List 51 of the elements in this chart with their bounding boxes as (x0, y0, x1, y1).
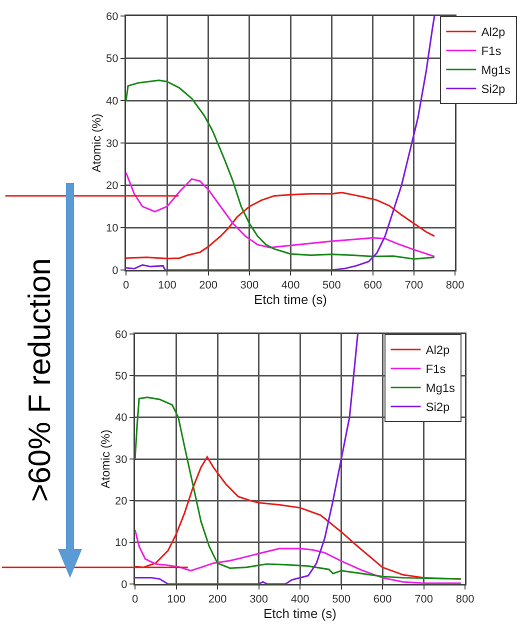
y-tick-label: 0 (121, 578, 128, 591)
x-tick-label: 800 (456, 594, 474, 606)
x-axis-title: Etch time (s) (264, 606, 336, 622)
x-tick-label: 100 (167, 594, 186, 606)
y-tick-label: 40 (115, 412, 128, 424)
x-tick-label: 300 (240, 280, 259, 292)
x-tick-label: 600 (364, 280, 382, 292)
legend-label: Al2p (481, 25, 506, 40)
y-tick-label: 20 (106, 180, 118, 192)
x-tick-label: 300 (250, 594, 268, 606)
x-tick-label: 700 (404, 280, 424, 292)
y-tick-label: 30 (106, 138, 118, 150)
x-tick-label: 200 (208, 594, 227, 606)
y-tick-label: 30 (115, 454, 128, 466)
y-axis-title: Atomic (%) (90, 114, 104, 172)
y-tick-label: 60 (115, 328, 128, 341)
y-tick-label: 20 (115, 496, 128, 508)
line-series (126, 172, 436, 258)
legend-label: F1s (481, 44, 502, 58)
legend-label: Mg1s (481, 63, 511, 78)
x-tick-label: 500 (322, 280, 341, 292)
text: >60% F reduction (22, 258, 58, 502)
y-tick-label: 40 (106, 96, 118, 108)
x-tick-label: 100 (158, 280, 176, 292)
line-series (135, 396, 462, 580)
x-tick-label: 800 (446, 280, 464, 292)
legend-label: Si2p (481, 82, 506, 96)
x-tick-label: 400 (281, 280, 300, 292)
y-tick-label: 10 (115, 537, 128, 550)
line-series (126, 80, 436, 260)
y-tick-label: 50 (106, 53, 118, 66)
y-tick-label: 60 (106, 10, 118, 23)
x-tick-label: 0 (132, 594, 138, 606)
y-tick-label: 10 (106, 222, 118, 235)
line-series (135, 334, 359, 584)
x-tick-label: 500 (332, 594, 350, 606)
legend-label: Mg1s (426, 381, 456, 396)
y-axis-title: Atomic (%) (98, 430, 113, 488)
y-tick-label: 50 (115, 370, 128, 383)
line-series (135, 529, 462, 584)
x-tick-label: 700 (414, 594, 433, 606)
line-series (126, 192, 436, 260)
legend-label: Si2p (426, 400, 450, 414)
x-tick-label: 600 (373, 594, 392, 606)
line-series (126, 16, 436, 270)
x-axis-title: Etch time (s) (254, 292, 327, 308)
legend-label: F1s (426, 362, 446, 376)
y-tick-label: 0 (112, 264, 118, 277)
x-tick-label: 400 (290, 594, 310, 606)
legend-label: Al2p (426, 343, 450, 358)
x-tick-label: 200 (199, 280, 218, 292)
